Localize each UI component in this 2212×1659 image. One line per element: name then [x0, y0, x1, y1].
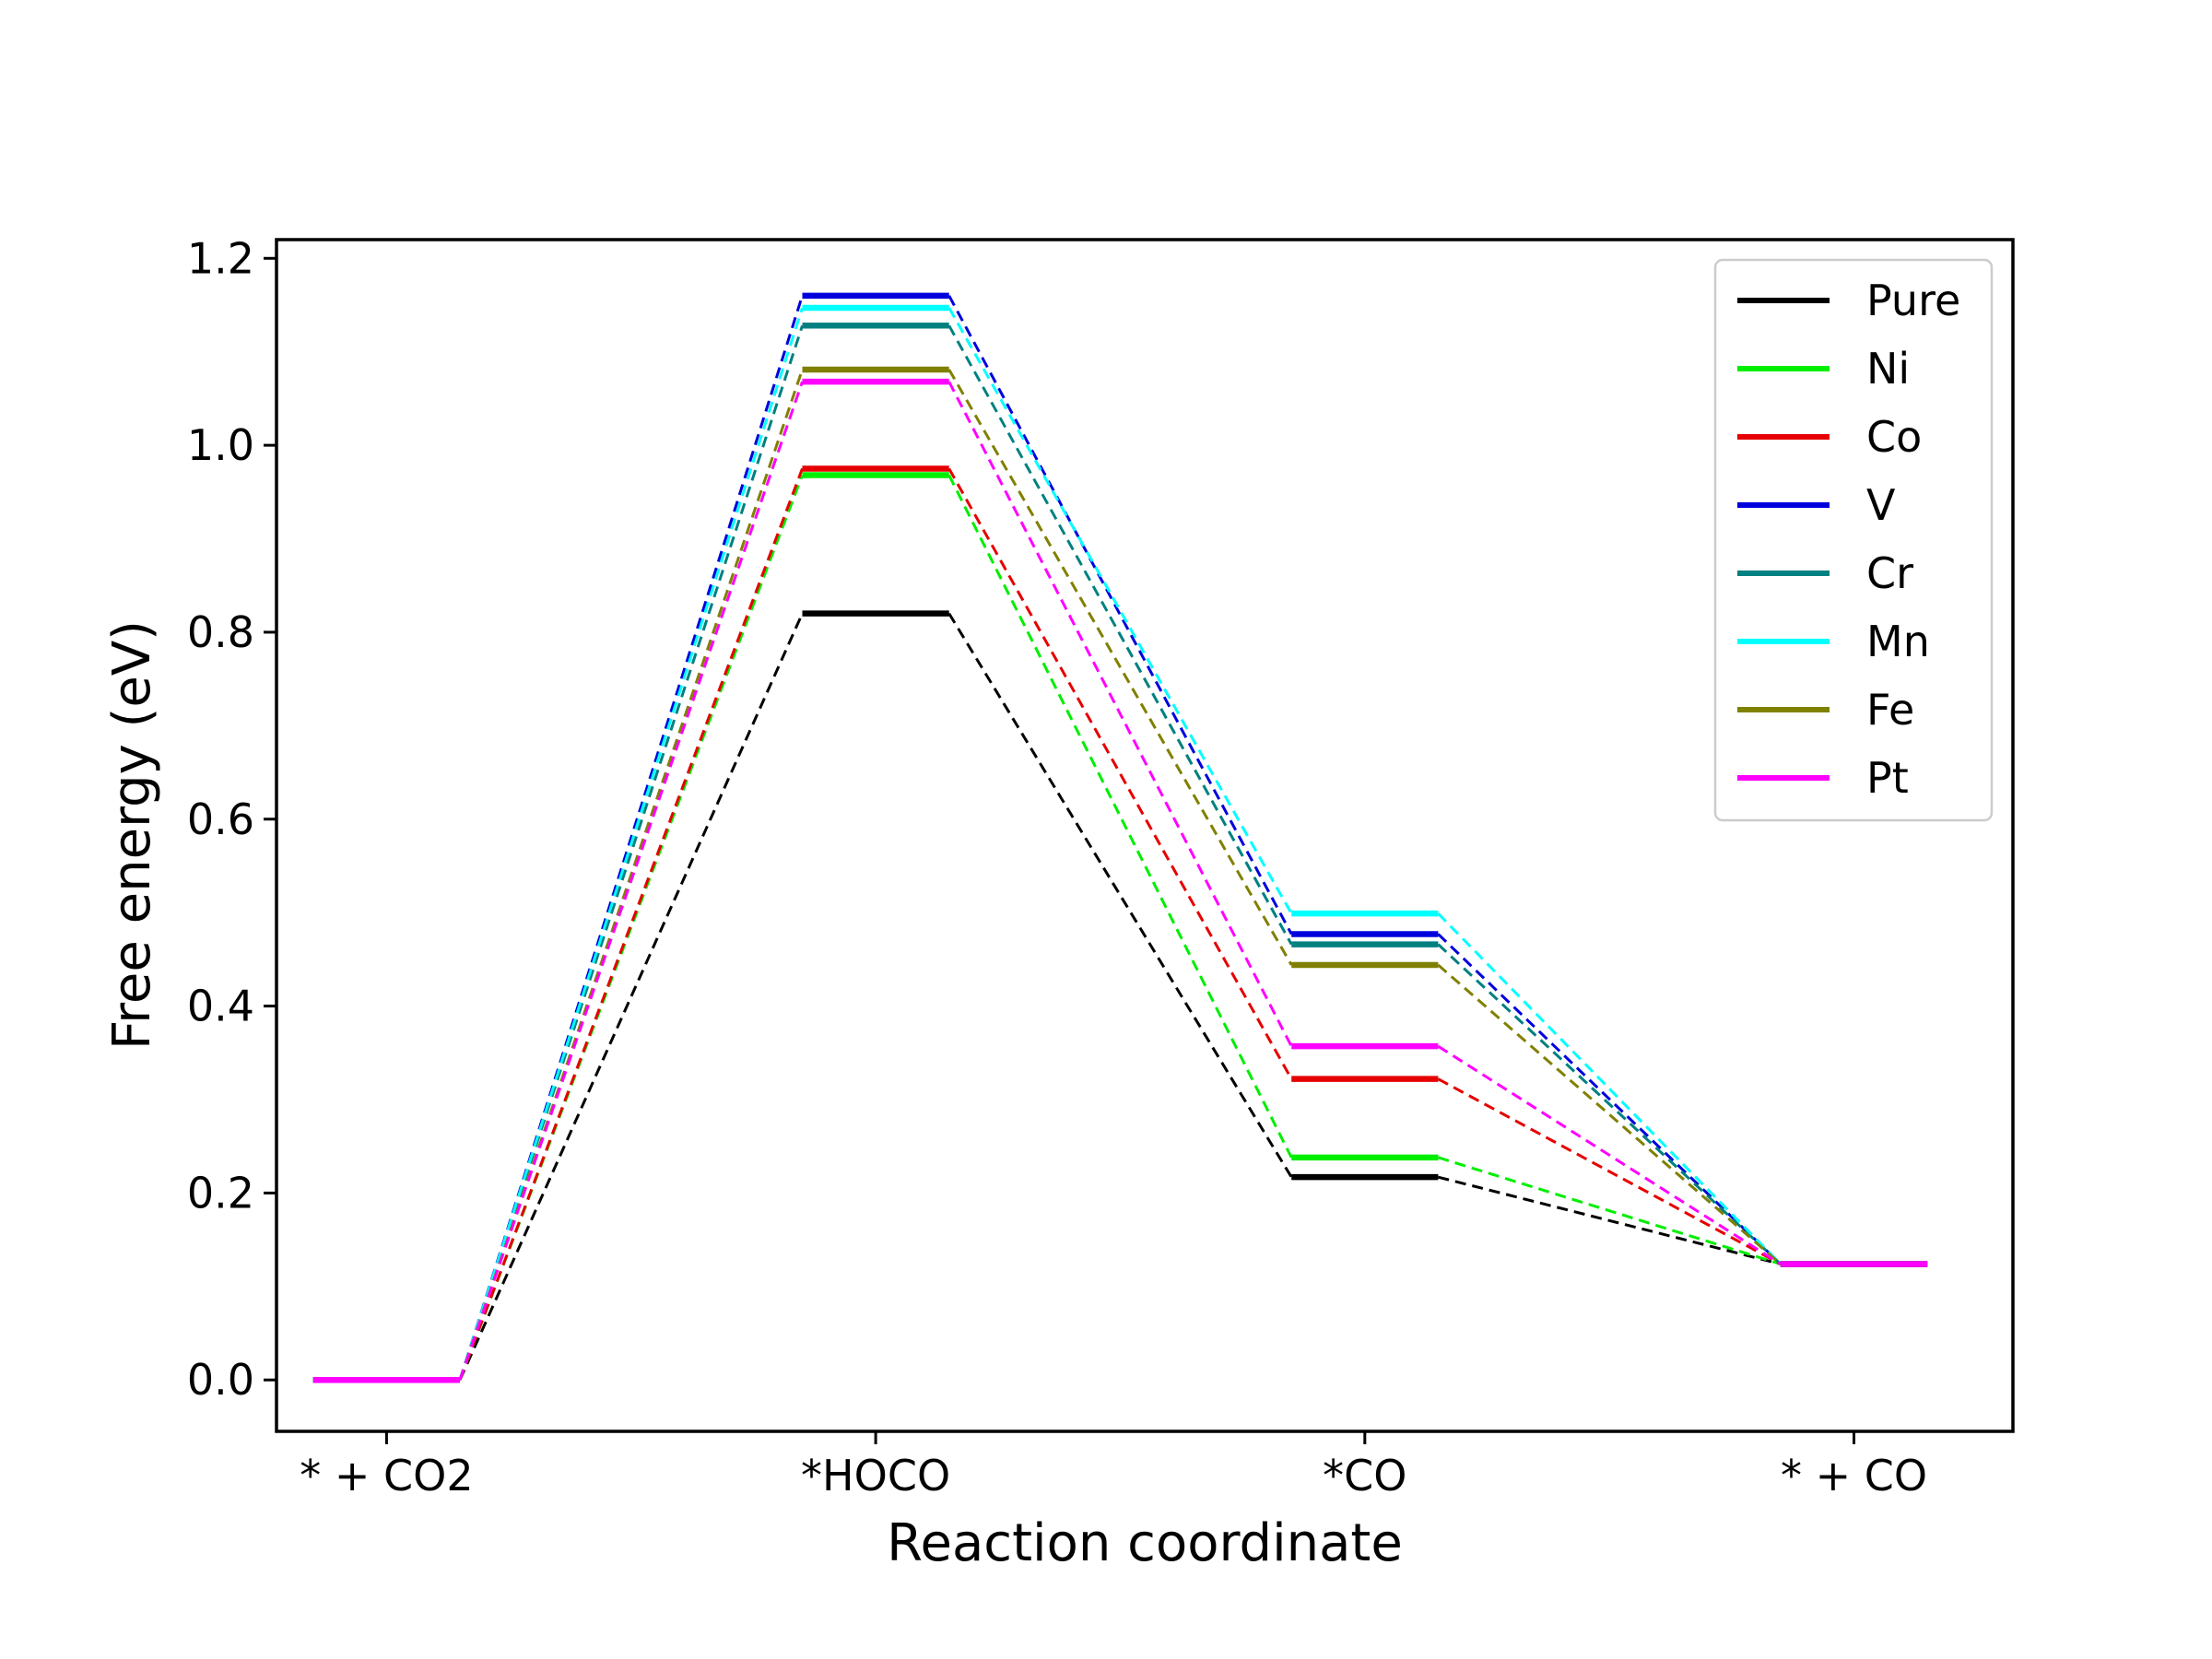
connector-fe-3	[1437, 963, 1782, 1265]
legend-label-mn: Mn	[1866, 617, 1930, 666]
legend-label-cr: Cr	[1866, 548, 1913, 598]
connector-ni-2	[947, 474, 1293, 1159]
y-tick-label: 0.0	[187, 1355, 254, 1405]
y-tick-label: 0.4	[187, 982, 254, 1031]
connector-cr-2	[947, 324, 1293, 946]
x-axis-label: Reaction coordinate	[887, 1513, 1403, 1573]
series-pt	[312, 378, 1928, 1383]
connector-mn-3	[1437, 912, 1782, 1265]
connector-pure-3	[1438, 1175, 1782, 1265]
connector-ni-3	[1437, 1156, 1782, 1265]
legend-label-pure: Pure	[1866, 276, 1960, 325]
connector-co-2	[947, 467, 1293, 1080]
legend: Pure Ni Co V Cr Mn Fe Pt	[1713, 258, 1994, 822]
connector-pt-3	[1437, 1044, 1782, 1265]
connector-pure-2	[947, 612, 1293, 1178]
y-axis: 0.0 0.2 0.4 0.6 0.8 1.0 1.2	[187, 233, 276, 1405]
connector-pt-2	[947, 381, 1293, 1047]
connector-fe-2	[947, 369, 1293, 966]
connector-mn-2	[947, 307, 1293, 914]
legend-label-pt: Pt	[1866, 753, 1909, 803]
legend-label-co: Co	[1866, 412, 1922, 462]
x-axis: * + CO2 *HOCO *CO * + CO	[300, 1431, 1927, 1500]
connector-v-2	[947, 295, 1293, 935]
y-tick-label: 0.8	[187, 607, 254, 657]
connector-pt-1	[458, 381, 804, 1381]
x-tick-label: * + CO	[1781, 1451, 1927, 1500]
legend-label-v: V	[1866, 480, 1896, 530]
y-tick-label: 1.2	[187, 233, 254, 283]
axes-frame	[275, 238, 2015, 1433]
y-tick-label: 0.2	[187, 1168, 254, 1218]
plot-area	[312, 292, 1928, 1383]
y-axis-label: Free energy (eV)	[102, 620, 162, 1050]
connector-co-1	[458, 467, 804, 1381]
connector-mn-1	[458, 307, 804, 1381]
x-tick-label: * + CO2	[300, 1451, 473, 1500]
connector-co-3	[1437, 1077, 1782, 1265]
legend-label-fe: Fe	[1866, 685, 1914, 735]
connector-v-1	[458, 295, 804, 1381]
legend-label-ni: Ni	[1866, 344, 1910, 394]
y-tick-label: 1.0	[187, 420, 254, 470]
legend-box	[1713, 258, 1994, 822]
y-tick-label: 0.6	[187, 794, 254, 844]
x-tick-label: *CO	[1323, 1451, 1406, 1500]
connector-cr-3	[1437, 943, 1782, 1265]
x-tick-label: *HOCO	[801, 1451, 950, 1500]
